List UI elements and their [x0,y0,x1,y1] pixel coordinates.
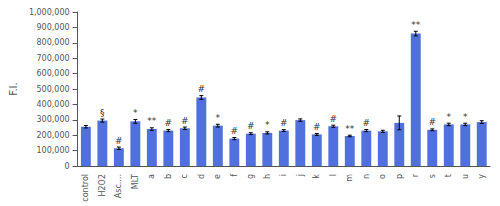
svg-text:#: # [115,136,123,146]
svg-text:#: # [280,118,288,128]
svg-text:i: i [279,174,288,176]
svg-text:m: m [345,174,354,182]
svg-text:§: § [100,108,105,118]
svg-text:*: * [133,108,138,118]
svg-text:1,000,000: 1,000,000 [29,8,70,17]
svg-text:o: o [378,174,387,179]
svg-text:*: * [265,120,270,130]
svg-text:#: # [198,84,206,94]
svg-text:*: * [216,113,221,123]
svg-text:#: # [247,121,255,131]
svg-text:300,000: 300,000 [37,115,70,124]
svg-text:H2O2: H2O2 [98,174,107,197]
svg-text:control: control [81,174,90,202]
svg-text:y: y [477,174,486,179]
svg-text:#: # [313,122,321,132]
svg-text:g: g [246,174,255,179]
svg-text:h: h [263,174,272,179]
svg-text:p: p [395,174,404,179]
svg-text:u: u [461,174,470,179]
svg-text:s: s [428,174,437,178]
svg-text:**: ** [147,116,157,126]
svg-text:F.I.: F.I. [8,82,19,95]
svg-text:**: ** [411,20,421,30]
svg-text:400,000: 400,000 [37,100,70,109]
svg-text:c: c [180,174,189,178]
svg-text:n: n [362,174,371,179]
svg-text:d: d [197,174,206,179]
svg-text:k: k [312,174,321,179]
svg-text:t: t [444,174,453,177]
svg-text:a: a [147,174,156,179]
svg-text:*: * [463,112,468,122]
svg-text:900,000: 900,000 [37,23,70,32]
svg-text:j: j [296,174,305,177]
svg-text:f: f [230,174,239,177]
svg-text:0: 0 [65,162,70,171]
svg-text:MLT: MLT [131,174,140,189]
svg-text:200,000: 200,000 [37,131,70,140]
svg-text:#: # [330,114,338,124]
svg-text:600,000: 600,000 [37,69,70,78]
svg-text:e: e [213,174,222,179]
svg-text:800,000: 800,000 [37,38,70,47]
svg-text:100,000: 100,000 [37,146,70,155]
svg-text:b: b [164,174,173,179]
svg-text:l: l [329,174,338,176]
svg-text:*: * [447,112,452,122]
svg-text:Asc....: Asc.... [114,174,123,198]
svg-text:#: # [363,118,371,128]
svg-text:#: # [181,116,189,126]
svg-text:#: # [231,126,239,136]
svg-text:r: r [411,173,420,177]
svg-text:500,000: 500,000 [37,85,70,94]
svg-text:700,000: 700,000 [37,54,70,63]
svg-text:#: # [428,117,436,127]
svg-text:#: # [165,118,173,128]
svg-text:**: ** [345,124,355,134]
